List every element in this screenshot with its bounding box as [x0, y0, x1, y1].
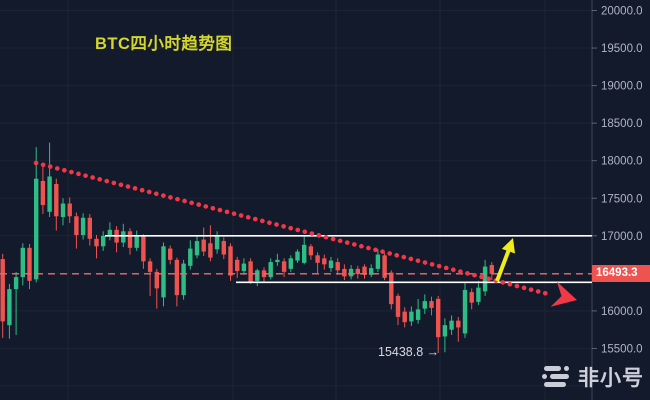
candle: [322, 254, 327, 270]
candle: [476, 280, 481, 305]
y-axis-label: 17500.0: [601, 193, 643, 205]
candle: [489, 262, 494, 281]
candle: [302, 235, 307, 265]
candle: [80, 213, 86, 240]
candle: [402, 307, 407, 328]
candle: [295, 249, 300, 263]
candle: [308, 244, 314, 260]
candle: [74, 212, 79, 249]
candle: [241, 258, 247, 275]
candle: [221, 237, 226, 260]
candle: [208, 225, 213, 262]
candle: [114, 226, 119, 253]
last-price-label: 16493.3: [592, 265, 650, 282]
candle: [67, 197, 72, 224]
candle: [369, 264, 374, 278]
candle: [147, 258, 153, 296]
y-axis-label: 18500.0: [601, 118, 643, 130]
candle: [101, 231, 106, 251]
candle: [141, 234, 146, 269]
candle: [409, 306, 414, 326]
candle: [181, 259, 186, 300]
y-axis-label: 19000.0: [601, 81, 643, 93]
candle: [315, 252, 320, 274]
candle: [422, 294, 427, 314]
candle: [54, 178, 59, 231]
candle: [94, 235, 99, 259]
candle: [127, 228, 133, 255]
candle: [449, 315, 454, 335]
candle: [168, 245, 173, 265]
candle: [456, 316, 461, 342]
candle: [174, 257, 180, 307]
candle: [161, 242, 166, 307]
candle: [34, 147, 39, 283]
candle: [469, 288, 474, 310]
candle: [268, 258, 273, 280]
candle: [7, 283, 12, 339]
candle: [13, 271, 19, 335]
y-axis-label: 16000.0: [601, 306, 643, 318]
feixiaohao-logo-icon: [542, 366, 569, 387]
candle: [27, 244, 32, 290]
candle: [348, 265, 354, 280]
candle: [375, 249, 381, 272]
candle: [342, 264, 347, 281]
y-axis-label: 17000.0: [601, 231, 643, 243]
trend-line: [33, 160, 577, 307]
y-axis-label: 20000.0: [601, 6, 643, 18]
candle: [275, 253, 280, 266]
watermark-text: 非小号: [578, 367, 644, 390]
candle: [47, 142, 52, 218]
candle: [335, 258, 340, 275]
candle: [355, 265, 360, 279]
candle: [87, 214, 92, 246]
candle: [194, 236, 200, 259]
candle: [228, 243, 233, 281]
candles-layer: [0, 142, 494, 354]
candle: [20, 243, 25, 286]
candle: [328, 256, 334, 272]
candle: [0, 253, 5, 338]
watermark: 非小号: [542, 362, 644, 392]
candle: [107, 222, 113, 241]
y-axis[interactable]: 20000.0 19500.0 19000.0 18500.0 18000.0 17500…: [591, 0, 643, 400]
candle: [188, 240, 193, 270]
candle: [201, 227, 206, 257]
grid-lines: [0, 0, 592, 400]
y-axis-label: 15500.0: [601, 343, 643, 355]
candle: [436, 295, 441, 354]
y-axis-label: 18000.0: [601, 156, 643, 168]
candle: [40, 166, 46, 215]
candle: [214, 231, 220, 254]
candle: [362, 264, 367, 279]
y-axis-label: 19500.0: [601, 43, 643, 55]
candle: [134, 230, 139, 251]
chart-title: BTC四小时趋势图: [95, 35, 233, 53]
candle: [389, 270, 394, 310]
candle: [442, 318, 448, 353]
candle: [60, 198, 66, 226]
candle: [288, 255, 293, 272]
candle: [248, 258, 253, 284]
candle: [235, 256, 240, 278]
candle: [382, 253, 387, 281]
candle: [415, 298, 421, 324]
level-lines: [0, 235, 592, 284]
candle: [395, 293, 401, 326]
candle: [462, 282, 468, 338]
breakout-arrow-icon: [495, 238, 515, 282]
candle: [429, 296, 434, 316]
candle: [482, 259, 488, 296]
candle: [255, 268, 260, 287]
candle: [154, 268, 159, 309]
candle: [281, 258, 287, 278]
low-price-annotation: 15438.8 →: [378, 345, 440, 359]
